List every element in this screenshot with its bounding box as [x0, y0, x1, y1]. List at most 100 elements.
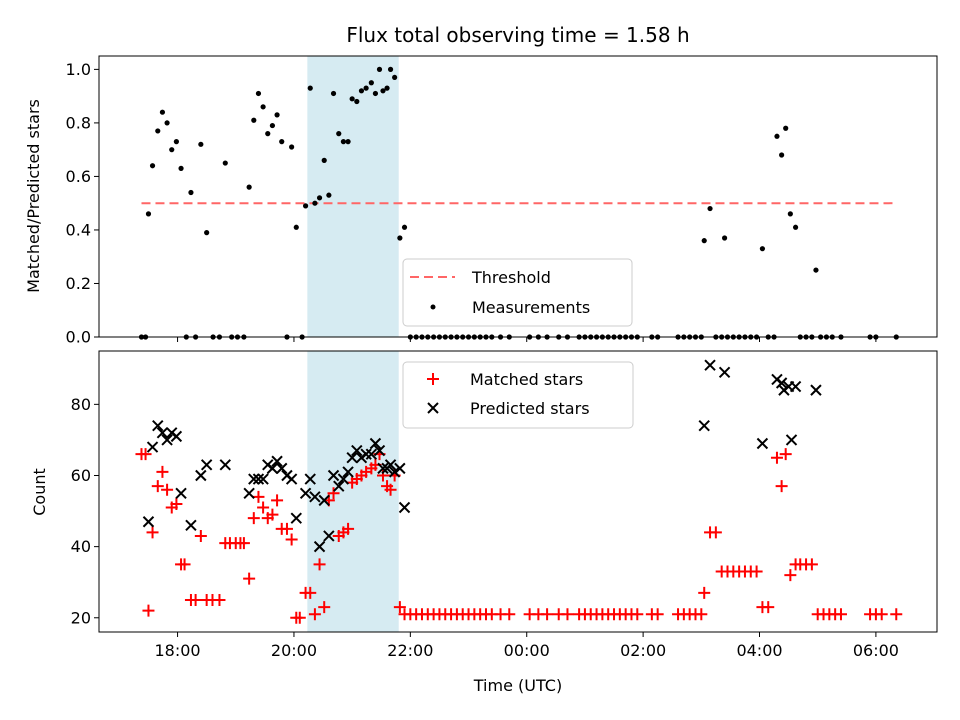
matched-point	[709, 526, 722, 539]
predicted-point	[351, 444, 363, 457]
measurement-point	[401, 224, 408, 230]
predicted-point	[219, 459, 231, 471]
top-ytick-label: 0.8	[66, 113, 91, 132]
bottom-ytick-label: 60	[71, 466, 91, 485]
predicted-point	[252, 473, 265, 485]
bottom-xtick-label: 06:00	[853, 641, 899, 660]
predicted-point	[146, 441, 159, 453]
predicted-point	[248, 473, 260, 485]
measurement-point	[372, 90, 379, 97]
matched-point	[252, 490, 265, 503]
predicted-point	[789, 380, 802, 393]
measurement-point	[774, 133, 780, 139]
predicted-point	[313, 540, 326, 553]
matched-point	[834, 608, 847, 621]
predicted-point	[775, 377, 788, 389]
matched-points	[135, 448, 903, 624]
predicted-point	[756, 437, 769, 450]
predicted-point	[327, 469, 340, 482]
measurement-point	[164, 120, 170, 126]
matched-point	[271, 494, 284, 507]
predicted-point	[333, 480, 345, 492]
measurement-point	[302, 203, 309, 209]
predicted-point	[285, 473, 298, 485]
legend-threshold-label: Threshold	[471, 268, 551, 287]
measurement-point	[173, 139, 179, 145]
predicted-point	[142, 516, 155, 528]
predicted-point	[309, 491, 321, 503]
predicted-point	[365, 448, 378, 460]
top-legend-box	[402, 258, 633, 327]
bottom-ytick-label: 40	[71, 537, 91, 556]
bottom-legend: Matched stars Predicted stars	[402, 361, 634, 429]
top-y-ticks: 0.0 0.2 0.4 0.6 0.8 1.0	[66, 60, 99, 347]
predicted-point	[185, 519, 197, 531]
measurement-point	[340, 139, 347, 145]
measurement-point	[358, 88, 365, 94]
predicted-point	[360, 448, 372, 460]
measurement-point	[380, 88, 386, 94]
matched-point	[313, 558, 326, 571]
matched-point	[156, 465, 169, 478]
predicted-point	[304, 473, 316, 485]
legend-matched-label: Matched stars	[470, 370, 583, 389]
matched-point	[805, 558, 818, 571]
predicted-points	[142, 359, 822, 553]
measurement-point	[392, 74, 398, 81]
bottom-x-ticks: 18:00 20:00 22:00 00:00 02:00 04:00 06:00	[155, 632, 899, 660]
predicted-point	[346, 452, 358, 464]
predicted-point	[161, 434, 173, 446]
legend-measurements-label: Measurements	[472, 298, 590, 317]
predicted-point	[170, 430, 183, 443]
bottom-ytick-label: 80	[71, 395, 91, 414]
measurement-point	[349, 96, 355, 102]
matched-point	[342, 522, 355, 535]
matched-point	[194, 529, 207, 542]
predicted-point	[290, 512, 302, 524]
measurement-point	[368, 80, 374, 86]
bottom-y-ticks: 20 40 60 80	[71, 395, 99, 627]
top-ytick-label: 0.4	[66, 220, 91, 239]
bottom-panel: 20 40 60 80 18:00 20:00 22:00 00:00 02:00 04:00 0…	[30, 350, 938, 695]
predicted-point	[698, 419, 710, 432]
measurement-point	[813, 267, 819, 273]
matched-point	[170, 497, 183, 510]
chart-title: Flux total observing time = 1.58 h	[346, 23, 689, 47]
measurement-point	[279, 139, 285, 145]
predicted-point	[342, 466, 354, 478]
matched-point	[304, 586, 317, 599]
measurement-point	[707, 205, 713, 212]
matched-point	[750, 565, 763, 578]
predicted-point	[810, 384, 822, 396]
top-x-ticks	[177, 337, 877, 342]
measurement-point	[336, 131, 342, 137]
matched-point	[213, 593, 226, 606]
legend-matched-swatch	[427, 373, 439, 385]
matched-point	[890, 608, 903, 621]
matched-point	[257, 501, 270, 514]
measurement-point	[316, 195, 323, 201]
measurement-point	[779, 152, 785, 158]
measurement-point	[312, 200, 318, 206]
bottom-xtick-label: 04:00	[736, 641, 782, 660]
bottom-xtick-label: 22:00	[387, 641, 433, 660]
matched-point	[784, 569, 797, 582]
measurement-point	[169, 147, 175, 153]
matched-point	[384, 483, 397, 496]
measurement-point	[326, 192, 332, 198]
top-ytick-label: 0.0	[66, 328, 91, 347]
matched-point	[541, 608, 554, 621]
predicted-point	[257, 473, 269, 485]
predicted-point	[276, 462, 288, 475]
matched-point	[237, 537, 250, 550]
top-panel: 0.0 0.2 0.4 0.6 0.8 1.0 Matched/Predicted sta…	[24, 55, 938, 347]
predicted-point	[266, 462, 279, 475]
measurement-point	[155, 128, 161, 134]
matched-point	[631, 608, 644, 621]
legend-predicted-label: Predicted stars	[470, 399, 590, 418]
predicted-point	[175, 487, 187, 499]
measurement-point	[397, 235, 403, 241]
measurement-point	[255, 90, 262, 97]
measurement-point	[265, 131, 271, 137]
